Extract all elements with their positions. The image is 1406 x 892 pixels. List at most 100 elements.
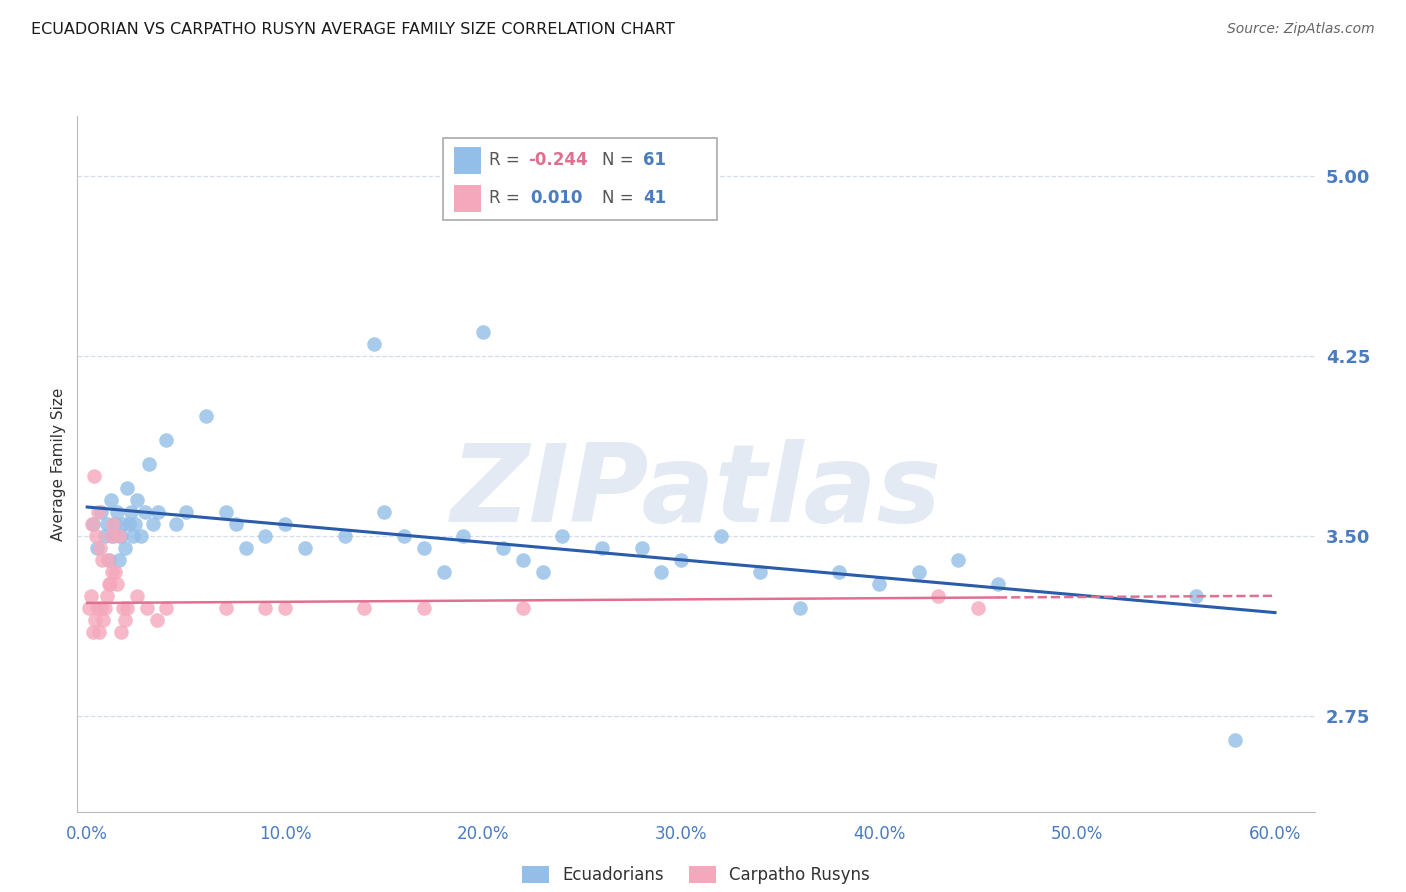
Point: [927, 589, 949, 603]
Point: [1225, 732, 1247, 747]
Point: [82, 516, 104, 531]
Point: [274, 600, 297, 615]
Point: [254, 600, 277, 615]
Point: [125, 492, 148, 507]
Point: [155, 433, 177, 447]
Point: [114, 541, 136, 555]
Point: [91, 613, 114, 627]
Point: [108, 529, 131, 543]
Point: [669, 553, 692, 567]
Point: [105, 505, 128, 519]
Point: [135, 600, 157, 615]
Point: [512, 600, 534, 615]
Point: [363, 337, 385, 351]
Point: [749, 565, 772, 579]
Point: [294, 541, 316, 555]
Point: [98, 576, 121, 591]
Text: R =: R =: [489, 152, 526, 169]
Point: [412, 600, 434, 615]
Point: [94, 600, 117, 615]
Point: [77, 600, 100, 615]
Point: [82, 624, 104, 639]
Point: [828, 565, 851, 579]
Point: [531, 565, 554, 579]
Text: ECUADORIAN VS CARPATHO RUSYN AVERAGE FAMILY SIZE CORRELATION CHART: ECUADORIAN VS CARPATHO RUSYN AVERAGE FAM…: [31, 22, 675, 37]
Point: [91, 553, 114, 567]
Point: [453, 529, 475, 543]
Point: [96, 516, 118, 531]
Point: [101, 529, 124, 543]
Text: -0.244: -0.244: [527, 152, 588, 169]
Point: [110, 529, 132, 543]
Point: [90, 505, 112, 519]
Point: [142, 516, 165, 531]
Point: [115, 600, 138, 615]
Point: [235, 541, 257, 555]
Point: [630, 541, 652, 555]
Point: [110, 624, 132, 639]
Legend: Ecuadorians, Carpatho Rusyns: Ecuadorians, Carpatho Rusyns: [516, 859, 876, 890]
Point: [353, 600, 375, 615]
Point: [121, 529, 143, 543]
Point: [86, 600, 108, 615]
Point: [215, 505, 238, 519]
Text: R =: R =: [489, 189, 526, 207]
Point: [118, 516, 141, 531]
Point: [89, 541, 111, 555]
Point: [412, 541, 434, 555]
Point: [254, 529, 277, 543]
Point: [948, 553, 970, 567]
Point: [472, 325, 495, 339]
Text: ZIPatlas: ZIPatlas: [450, 439, 942, 545]
Point: [215, 600, 238, 615]
Point: [114, 613, 136, 627]
Point: [165, 516, 187, 531]
Point: [87, 624, 110, 639]
Point: [83, 468, 105, 483]
Point: [108, 553, 131, 567]
Point: [100, 529, 122, 543]
Point: [551, 529, 574, 543]
Point: [155, 600, 177, 615]
Text: N =: N =: [602, 189, 638, 207]
Point: [125, 589, 148, 603]
Point: [392, 529, 415, 543]
Bar: [454, 185, 481, 212]
Point: [98, 576, 121, 591]
Point: [650, 565, 672, 579]
Point: [120, 505, 142, 519]
Y-axis label: Average Family Size: Average Family Size: [51, 387, 66, 541]
Point: [907, 565, 929, 579]
Point: [512, 553, 534, 567]
Point: [710, 529, 733, 543]
FancyBboxPatch shape: [443, 138, 717, 220]
Point: [98, 553, 121, 567]
Point: [96, 589, 118, 603]
Text: Source: ZipAtlas.com: Source: ZipAtlas.com: [1227, 22, 1375, 37]
Point: [148, 505, 170, 519]
Point: [868, 576, 890, 591]
Point: [84, 613, 107, 627]
Point: [274, 516, 297, 531]
Point: [115, 481, 138, 495]
Point: [174, 505, 197, 519]
Point: [492, 541, 515, 555]
Point: [195, 409, 218, 423]
Point: [100, 492, 122, 507]
Point: [80, 589, 103, 603]
Point: [1185, 589, 1208, 603]
Point: [94, 529, 117, 543]
Point: [373, 505, 395, 519]
Point: [432, 565, 454, 579]
Point: [129, 529, 152, 543]
Point: [333, 529, 356, 543]
Point: [987, 576, 1010, 591]
Point: [97, 553, 120, 567]
Point: [101, 516, 124, 531]
Point: [104, 516, 127, 531]
Point: [145, 613, 167, 627]
Bar: [454, 147, 481, 174]
Text: N =: N =: [602, 152, 638, 169]
Text: 41: 41: [643, 189, 666, 207]
Point: [104, 565, 127, 579]
